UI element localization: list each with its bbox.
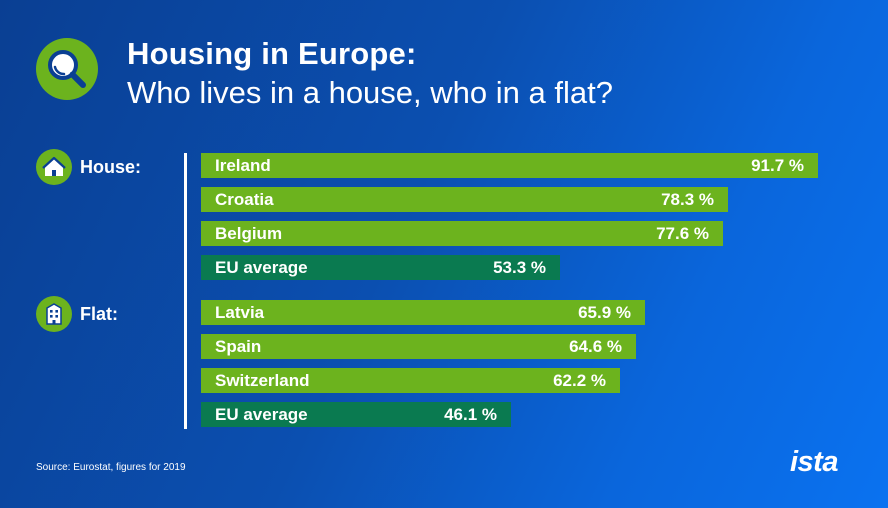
group-label-house: House: bbox=[36, 149, 141, 185]
bar-value-label: 53.3 % bbox=[493, 258, 546, 277]
bar-eu-average: EU average 46.1 % bbox=[201, 402, 511, 427]
bar-value-label: 64.6 % bbox=[569, 337, 622, 356]
bar-value-label: 77.6 % bbox=[656, 224, 709, 243]
bar-value-label: 91.7 % bbox=[751, 156, 804, 175]
apartment-building-icon bbox=[36, 296, 72, 332]
bar-ireland: Ireland 91.7 % bbox=[201, 153, 818, 178]
bar-value-label: 65.9 % bbox=[578, 303, 631, 322]
chart-divider-line bbox=[184, 153, 187, 429]
brand-logo: ista bbox=[790, 446, 838, 478]
group-label-house-text: House: bbox=[80, 156, 142, 177]
house-icon bbox=[36, 149, 72, 185]
chart-title-line-1: Housing in Europe: bbox=[127, 36, 417, 71]
group-label-flat-text: Flat: bbox=[80, 303, 118, 324]
bar-spain: Spain 64.6 % bbox=[201, 334, 636, 359]
bar-latvia: Latvia 65.9 % bbox=[201, 300, 645, 325]
chart-title-line-2: Who lives in a house, who in a flat? bbox=[127, 75, 613, 110]
bar-category-label: Ireland bbox=[215, 156, 271, 175]
bar-value-label: 46.1 % bbox=[444, 405, 497, 424]
bar-category-label: Switzerland bbox=[215, 371, 310, 390]
bar-croatia: Croatia 78.3 % bbox=[201, 187, 728, 212]
magnifier-icon bbox=[36, 38, 98, 100]
bar-category-label: EU average bbox=[215, 405, 308, 424]
bar-category-label: Latvia bbox=[215, 303, 265, 322]
bar-category-label: Spain bbox=[215, 337, 262, 356]
source-note: Source: Eurostat, figures for 2019 bbox=[36, 462, 186, 473]
bar-category-label: Belgium bbox=[215, 224, 283, 243]
bar-category-label: Croatia bbox=[215, 190, 274, 209]
bar-belgium: Belgium 77.6 % bbox=[201, 221, 723, 246]
bar-eu-average: EU average 53.3 % bbox=[201, 255, 560, 280]
bar-category-label: EU average bbox=[215, 258, 308, 277]
bar-value-label: 62.2 % bbox=[553, 371, 606, 390]
group-label-flat: Flat: bbox=[36, 296, 118, 332]
bar-switzerland: Switzerland 62.2 % bbox=[201, 368, 620, 393]
bar-value-label: 78.3 % bbox=[661, 190, 714, 209]
